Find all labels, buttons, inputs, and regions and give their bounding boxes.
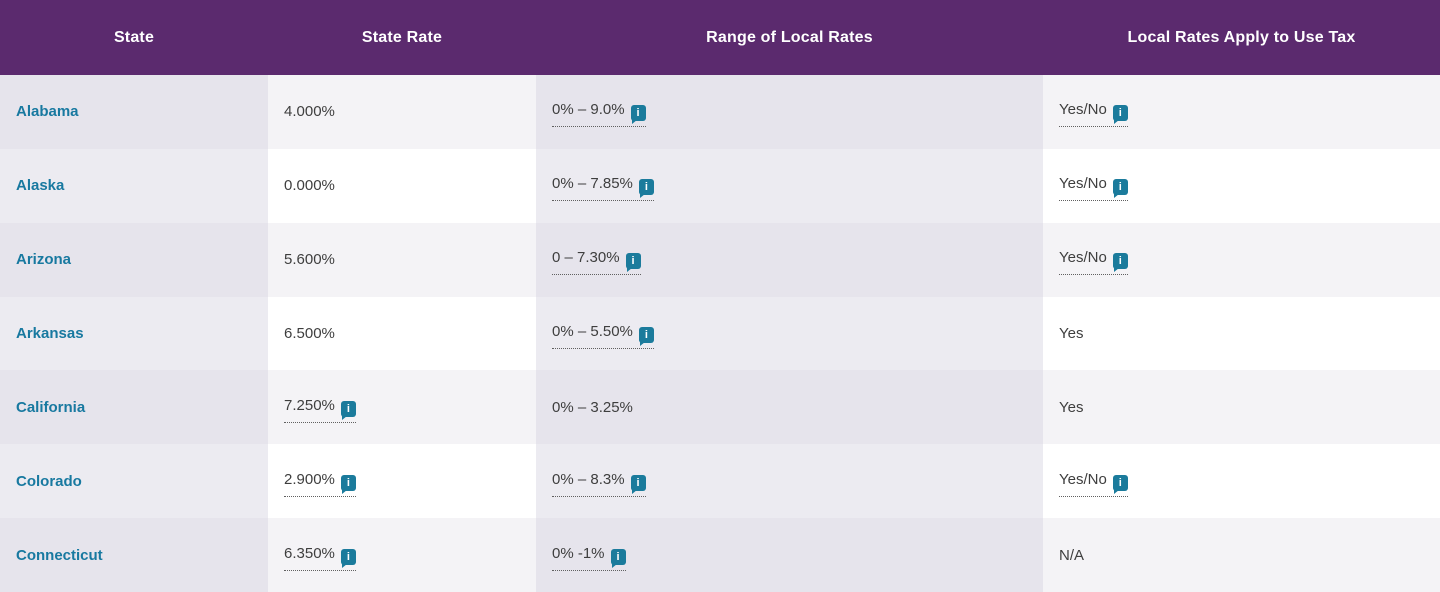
use-tax-value: Yes [1059,398,1084,416]
local-range-tooltip-link[interactable]: 0% – 8.3% i [552,471,646,497]
state-link[interactable]: Arkansas [16,325,84,342]
local-range-value: 0 – 7.30% [552,249,620,267]
use-tax-tooltip-link[interactable]: Yes/No i [1059,249,1128,276]
state-rate-value: 5.600% [284,251,335,269]
local-range-value: 0% – 3.25% [552,398,633,416]
cell-use-tax: Yes/No i [1043,148,1440,223]
cell-use-tax: Yes/No i [1043,222,1440,297]
cell-local-range: 0% – 3.25% [536,370,1043,445]
local-range-value: 0% – 7.85% [552,175,633,193]
local-range-tooltip-link[interactable]: 0% – 9.0% i [552,101,646,128]
state-link[interactable]: Alabama [16,103,79,121]
local-range-value: 0% – 5.50% [552,323,633,340]
use-tax-value: Yes [1059,325,1084,342]
cell-state-rate: 4.000% [268,75,536,149]
cell-local-range: 0 – 7.30% i [536,222,1043,297]
cell-state-rate: 5.600% [268,222,536,297]
column-header-state-rate: State Rate [361,28,443,46]
local-range-tooltip-link[interactable]: 0% – 5.50% i [552,323,654,349]
info-icon[interactable]: i [610,548,626,568]
table-row: California 7.250% i 0% – 3.25% Yes [0,370,1440,445]
local-range-value: 0% – 9.0% [552,101,625,119]
cell-state: Arizona [0,222,268,297]
cell-state-rate: 2.900% i [268,444,536,519]
use-tax-tooltip-link[interactable]: Yes/No i [1059,101,1128,128]
column-header-state: State [113,28,155,46]
info-icon[interactable]: i [638,327,654,346]
cell-local-range: 0% – 7.85% i [536,148,1043,223]
use-tax-value: Yes/No [1059,175,1107,193]
cell-state-rate: 6.500% [268,296,536,371]
state-link[interactable]: Colorado [16,472,82,490]
table-row: Alabama 4.000% 0% – 9.0% i Yes/No i [0,75,1440,149]
use-tax-value: Yes/No [1059,101,1107,119]
info-icon[interactable]: i [340,474,356,494]
info-icon[interactable]: i [340,400,356,420]
table-row: Arizona 5.600% 0 – 7.30% i Yes/No i [0,222,1440,297]
info-icon[interactable]: i [1112,253,1128,273]
state-rate-value: 6.500% [284,325,335,342]
use-tax-value: Yes/No [1059,470,1107,488]
state-rate-value: 0.000% [284,177,335,195]
info-icon[interactable]: i [1112,474,1128,494]
info-icon[interactable]: i [1112,179,1128,199]
info-icon[interactable]: i [638,179,654,199]
cell-local-range: 0% -1% i [536,518,1043,592]
state-rate-value: 2.900% [284,470,335,488]
use-tax-tooltip-link[interactable]: Yes/No i [1059,175,1128,202]
cell-use-tax: Yes/No i [1043,444,1440,519]
local-range-tooltip-link[interactable]: 0% – 7.85% i [552,175,654,202]
table-row: Alaska 0.000% 0% – 7.85% i Yes/No i [0,148,1440,223]
table-row: Arkansas 6.500% 0% – 5.50% i Yes [0,296,1440,371]
cell-use-tax: Yes [1043,370,1440,445]
local-range-tooltip-link[interactable]: 0% -1% i [552,545,626,571]
cell-state: Arkansas [0,296,268,371]
info-icon[interactable]: i [1112,105,1128,125]
cell-state-rate: 7.250% i [268,370,536,445]
state-link[interactable]: Arizona [16,251,72,269]
cell-use-tax: Yes [1043,296,1440,371]
table-header-row: State State Rate Range of Local Rates Lo… [0,0,1440,75]
state-rate-tooltip-link[interactable]: 6.350% i [284,545,356,571]
cell-local-range: 0% – 5.50% i [536,296,1043,371]
cell-state-rate: 0.000% [268,148,536,223]
info-icon[interactable]: i [340,548,356,568]
state-rate-value: 7.250% [284,396,335,414]
cell-state: Alabama [0,75,268,149]
state-rate-tooltip-link[interactable]: 7.250% i [284,397,356,423]
state-rate-tooltip-link[interactable]: 2.900% i [284,471,356,497]
cell-state: Alaska [0,148,268,223]
cell-local-range: 0% – 8.3% i [536,444,1043,519]
state-rate-value: 4.000% [284,103,335,121]
use-tax-value: N/A [1059,546,1085,564]
info-icon[interactable]: i [630,105,646,125]
use-tax-tooltip-link[interactable]: Yes/No i [1059,471,1128,497]
cell-state: California [0,370,268,445]
state-link[interactable]: Connecticut [16,546,103,564]
use-tax-value: Yes/No [1059,249,1107,267]
column-header-local-rates: Range of Local Rates [706,28,873,46]
info-icon[interactable]: i [625,253,641,273]
cell-use-tax: Yes/No i [1043,75,1440,149]
cell-use-tax: N/A [1043,518,1440,592]
table-row: Colorado 2.900% i 0% – 8.3% i Yes/No i [0,444,1440,519]
cell-state: Colorado [0,444,268,519]
cell-local-range: 0% – 9.0% i [536,75,1043,149]
local-range-tooltip-link[interactable]: 0 – 7.30% i [552,249,641,276]
cell-state: Connecticut [0,518,268,592]
state-rate-value: 6.350% [284,544,335,562]
state-link[interactable]: Alaska [16,177,65,195]
info-icon[interactable]: i [630,474,646,494]
column-header-use-tax: Local Rates Apply to Use Tax [1127,28,1356,46]
cell-state-rate: 6.350% i [268,518,536,592]
table-row: Connecticut 6.350% i 0% -1% i N/A [0,518,1440,592]
state-link[interactable]: California [16,398,86,416]
local-range-value: 0% – 8.3% [552,470,625,488]
local-range-value: 0% -1% [552,544,605,562]
